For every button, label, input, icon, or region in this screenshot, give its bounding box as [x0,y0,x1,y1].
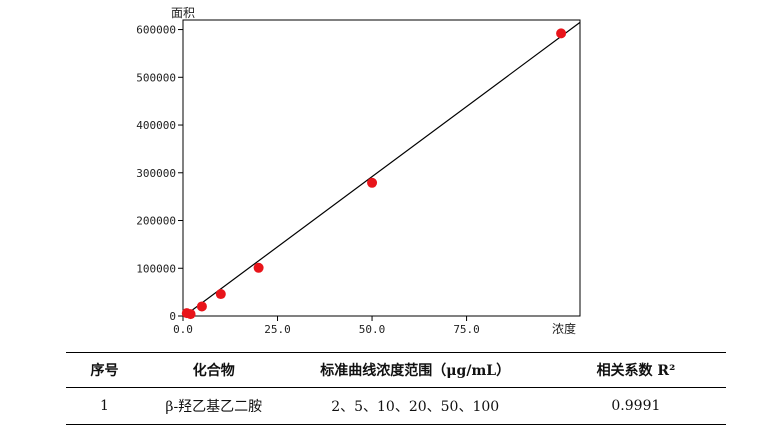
header-concentration-range: 标准曲线浓度范围（μg/mL） [284,352,546,388]
x-tick-label: 25.0 [264,323,291,336]
y-tick-label: 100000 [136,262,176,275]
header-correlation: 相关系数 R² [545,352,726,388]
header-index: 序号 [66,352,143,388]
y-tick-label: 200000 [136,215,176,228]
cell-index: 1 [66,387,143,425]
data-point [253,262,264,273]
calibration-chart: 0 100000 200000 300000 400000 500000 600000 0.0… [136,6,581,336]
x-tick-label: 50.0 [359,323,386,336]
y-tick-label: 0 [169,310,176,323]
calibration-table: 序号 化合物 标准曲线浓度范围（μg/mL） 相关系数 R² 1 β-羟乙基乙二… [66,352,726,425]
y-tick-label: 300000 [136,167,176,180]
x-tick-label: 75.0 [453,323,480,336]
cell-concentration-range: 2、5、10、20、50、100 [284,387,546,425]
header-compound: 化合物 [142,352,285,388]
y-tick-label: 500000 [136,71,176,84]
fit-line [183,21,581,317]
x-axis-label: 浓度 [552,321,576,336]
y-tick-label: 600000 [136,24,176,37]
table-header-row: 序号 化合物 标准曲线浓度范围（μg/mL） 相关系数 R² [66,352,726,388]
x-tick-label: 0.0 [173,323,193,336]
cell-compound: β-羟乙基乙二胺 [142,387,285,425]
data-point [196,301,207,312]
y-axis-label: 面积 [171,6,195,20]
data-point [215,289,226,300]
cell-correlation: 0.9991 [545,387,726,425]
data-point [185,309,196,320]
table-row: 1 β-羟乙基乙二胺 2、5、10、20、50、100 0.9991 [66,387,726,425]
data-point [556,28,567,39]
data-point [367,177,378,188]
plot-frame [182,19,581,317]
y-tick-label: 400000 [136,119,176,132]
